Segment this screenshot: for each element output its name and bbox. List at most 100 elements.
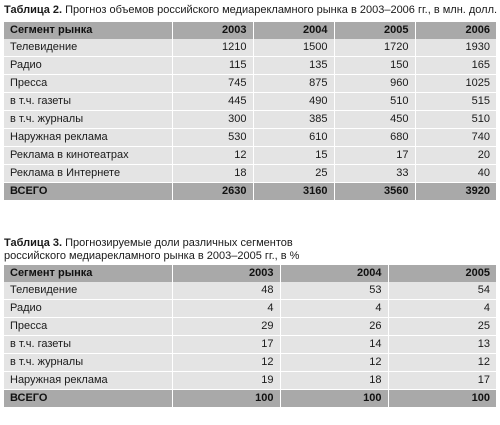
total-value: 3920: [414, 182, 496, 200]
value-cell: 445: [171, 92, 253, 111]
value-cell: 960: [333, 74, 415, 93]
value-cell: 25: [252, 164, 334, 183]
value-cell: 1930: [414, 39, 496, 57]
value-cell: 29: [171, 317, 280, 336]
table-row: Радио 115 135 150 165: [4, 56, 496, 75]
media-market-share-table: Сегмент рынка 2003 2004 2005 Телевидение…: [4, 265, 496, 407]
value-cell: 20: [414, 146, 496, 165]
segment-cell: в т.ч. журналы: [4, 353, 172, 372]
value-cell: 515: [414, 92, 496, 111]
value-cell: 17: [171, 335, 280, 354]
segment-cell: Телевидение: [4, 282, 172, 300]
table-row: в т.ч. газеты 17 14 13: [4, 335, 496, 354]
column-header: 2004: [279, 265, 388, 282]
value-cell: 15: [252, 146, 334, 165]
table-row: Наружная реклама 19 18 17: [4, 371, 496, 390]
column-header: 2003: [171, 265, 280, 282]
value-cell: 530: [171, 128, 253, 147]
table3-caption: Таблица 3. Прогнозируемые доли различных…: [4, 237, 324, 263]
value-cell: 14: [279, 335, 388, 354]
segment-cell: Реклама в Интернете: [4, 164, 172, 183]
total-value: 2630: [171, 182, 253, 200]
value-cell: 875: [252, 74, 334, 93]
column-header: 2005: [387, 265, 496, 282]
table-row: Реклама в Интернете 18 25 33 40: [4, 164, 496, 183]
table3-caption-label: Таблица 3.: [4, 237, 63, 249]
total-value: 100: [171, 389, 280, 407]
media-market-volume-table: Сегмент рынка 2003 2004 2005 2006 Телеви…: [4, 22, 496, 200]
value-cell: 490: [252, 92, 334, 111]
value-cell: 300: [171, 110, 253, 129]
value-cell: 150: [333, 56, 415, 75]
segment-cell: Наружная реклама: [4, 128, 172, 147]
total-value: 3160: [252, 182, 334, 200]
value-cell: 12: [279, 353, 388, 372]
segment-cell: в т.ч. журналы: [4, 110, 172, 129]
table2-caption-text: Прогноз объемов российского медиарекламн…: [62, 4, 498, 16]
value-cell: 740: [414, 128, 496, 147]
value-cell: 1500: [252, 39, 334, 57]
table-header-row: Сегмент рынка 2003 2004 2005: [4, 265, 496, 282]
total-row: ВСЕГО 2630 3160 3560 3920: [4, 182, 496, 200]
total-value: 3560: [333, 182, 415, 200]
segment-cell: Радио: [4, 299, 172, 318]
table2-caption-label: Таблица 2.: [4, 4, 63, 16]
value-cell: 450: [333, 110, 415, 129]
table2-caption: Таблица 2. Прогноз объемов российского м…: [4, 4, 498, 17]
value-cell: 4: [387, 299, 496, 318]
value-cell: 4: [171, 299, 280, 318]
value-cell: 17: [333, 146, 415, 165]
value-cell: 610: [252, 128, 334, 147]
column-header: Сегмент рынка: [4, 265, 172, 282]
value-cell: 26: [279, 317, 388, 336]
value-cell: 25: [387, 317, 496, 336]
table-row: в т.ч. газеты 445 490 510 515: [4, 92, 496, 111]
table-row: в т.ч. журналы 12 12 12: [4, 353, 496, 372]
value-cell: 1720: [333, 39, 415, 57]
value-cell: 40: [414, 164, 496, 183]
table-row: Телевидение 48 53 54: [4, 282, 496, 300]
table-row: в т.ч. журналы 300 385 450 510: [4, 110, 496, 129]
value-cell: 510: [333, 92, 415, 111]
value-cell: 54: [387, 282, 496, 300]
total-label: ВСЕГО: [4, 389, 172, 407]
segment-cell: в т.ч. газеты: [4, 92, 172, 111]
value-cell: 135: [252, 56, 334, 75]
segment-cell: Пресса: [4, 317, 172, 336]
value-cell: 1025: [414, 74, 496, 93]
table-row: Радио 4 4 4: [4, 299, 496, 318]
value-cell: 1210: [171, 39, 253, 57]
table-row: Телевидение 1210 1500 1720 1930: [4, 39, 496, 57]
value-cell: 165: [414, 56, 496, 75]
value-cell: 510: [414, 110, 496, 129]
value-cell: 17: [387, 371, 496, 390]
table-row: Наружная реклама 530 610 680 740: [4, 128, 496, 147]
table-header-row: Сегмент рынка 2003 2004 2005 2006: [4, 22, 496, 39]
segment-cell: Наружная реклама: [4, 371, 172, 390]
column-header: 2003: [171, 22, 253, 39]
table-row: Пресса 745 875 960 1025: [4, 74, 496, 93]
segment-cell: Радио: [4, 56, 172, 75]
total-row: ВСЕГО 100 100 100: [4, 389, 496, 407]
column-header: Сегмент рынка: [4, 22, 172, 39]
column-header: 2004: [252, 22, 334, 39]
value-cell: 680: [333, 128, 415, 147]
value-cell: 4: [279, 299, 388, 318]
column-header: 2006: [414, 22, 496, 39]
value-cell: 12: [387, 353, 496, 372]
value-cell: 12: [171, 353, 280, 372]
segment-cell: Пресса: [4, 74, 172, 93]
value-cell: 53: [279, 282, 388, 300]
value-cell: 19: [171, 371, 280, 390]
value-cell: 13: [387, 335, 496, 354]
segment-cell: Телевидение: [4, 39, 172, 57]
value-cell: 12: [171, 146, 253, 165]
table3-caption-text: Прогнозируемые доли различных сегментов …: [4, 237, 300, 262]
segment-cell: в т.ч. газеты: [4, 335, 172, 354]
value-cell: 385: [252, 110, 334, 129]
total-label: ВСЕГО: [4, 182, 172, 200]
table-row: Пресса 29 26 25: [4, 317, 496, 336]
column-header: 2005: [333, 22, 415, 39]
value-cell: 115: [171, 56, 253, 75]
